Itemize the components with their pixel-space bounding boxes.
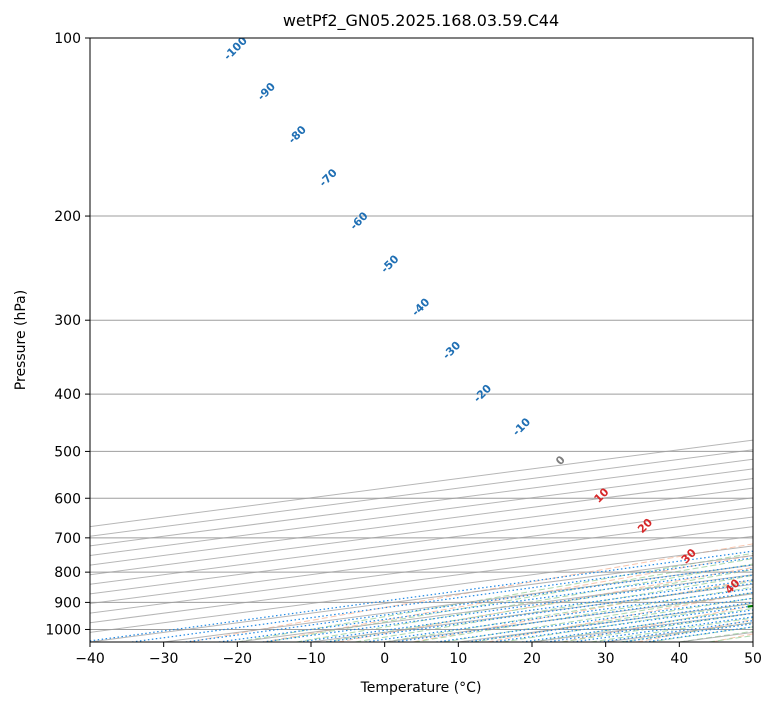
isotherm-line [90,478,753,566]
x-tick-label: 20 [523,651,541,667]
moist-adiabat-line [473,597,753,642]
mixing-ratio-line [326,582,753,642]
moist-adiabat-line [355,574,753,642]
dry-adiabats [188,543,753,642]
isotherm-line [90,535,753,624]
dry-adiabat-label: 10 [592,485,612,505]
x-tick-label: 0 [380,651,389,667]
mixing-ratio-line [645,626,753,642]
isotherm-line [90,458,753,547]
isotherm-line [90,545,753,633]
dry-adiabat-line [487,592,753,642]
isotherm-line [90,439,753,528]
dry-adiabat-label: -80 [286,123,309,146]
dry-adiabat-line [338,566,753,642]
y-tick-label: 600 [54,491,81,507]
plot-frame [89,37,754,643]
dry-adiabat-label: -20 [471,382,494,405]
isotherm-line [384,593,753,642]
moist-adiabat-line [531,607,753,642]
x-tick-label: −20 [223,651,253,667]
moist-adiabat-line [266,558,753,642]
x-tick-label: 40 [670,651,688,667]
isotherm-line [90,526,753,614]
chart-title: wetPf2_GN05.2025.168.03.59.C44 [283,11,559,31]
dry-adiabat-label: -40 [409,295,432,318]
x-tick-label: 30 [597,651,615,667]
isotherm-line [752,641,753,642]
moist-adiabat-line [384,580,753,642]
dry-adiabat-label: -70 [317,166,340,189]
y-tick-label: 200 [54,209,81,225]
isotherm-line [90,516,753,605]
mixing-ratio-line [218,568,753,642]
moist-adiabat-line [414,586,753,642]
moist-adiabat-line [708,635,753,642]
y-tick-label: 100 [54,31,81,47]
isotherm-line [90,468,753,556]
isotherms [90,439,753,642]
dry-adiabat-line [562,605,753,642]
isotherm-line [458,603,753,642]
isotherm-line [531,612,753,642]
mixing-ratio-line [185,564,753,642]
y-tick-label: 1000 [45,622,81,638]
y-tick-label: 400 [54,387,81,403]
dewpoint-profile-line [747,604,753,608]
y-tick-label: 700 [54,531,81,547]
dry-adiabat-label: -10 [510,415,533,438]
moist-adiabat-line [590,617,753,642]
mixing-ratio-lines: 0.10.20.40.611.52346810131620253036 [90,550,753,642]
isotherm-line [90,487,753,576]
moist-adiabat-line [296,563,753,642]
x-tick-label: 50 [744,651,762,667]
isotherm-line [90,497,753,585]
moist-adiabat-line [237,552,753,642]
y-tick-label: 300 [54,313,81,329]
dry-adiabat-label: -90 [255,80,278,103]
dry-adiabat-label: 20 [635,516,655,536]
y-tick-label: 900 [54,595,81,611]
y-tick-label: 500 [54,444,81,460]
x-tick-label: 10 [449,651,467,667]
mixing-ratio-line [572,616,753,642]
isotherm-line [90,506,753,595]
dry-adiabat-line [263,554,753,642]
dry-adiabat-label: -50 [378,252,401,275]
dry-adiabat-label: -60 [347,209,370,232]
y-axis-label: Pressure (hPa) [13,290,29,390]
moist-adiabat-line [561,612,753,642]
dry-adiabat-label: -30 [440,339,463,362]
x-axis-label: Temperature (°C) [360,680,482,696]
mixing-ratio-line [522,609,753,642]
dry-adiabat-line [412,579,753,642]
mixing-ratio-line [262,574,753,642]
moist-adiabat-line [325,569,753,642]
mixing-ratio-line [299,579,753,642]
x-tick-label: −10 [296,651,326,667]
isotherm-line [310,583,753,642]
dry-adiabat-line [711,633,753,642]
isotherm-line [90,449,753,537]
x-tick-label: −40 [75,651,105,667]
x-tick-label: −30 [149,651,179,667]
dry-adiabat-label: 40 [723,576,743,596]
mixing-ratio-line [131,557,753,642]
y-tick-label: 800 [54,565,81,581]
